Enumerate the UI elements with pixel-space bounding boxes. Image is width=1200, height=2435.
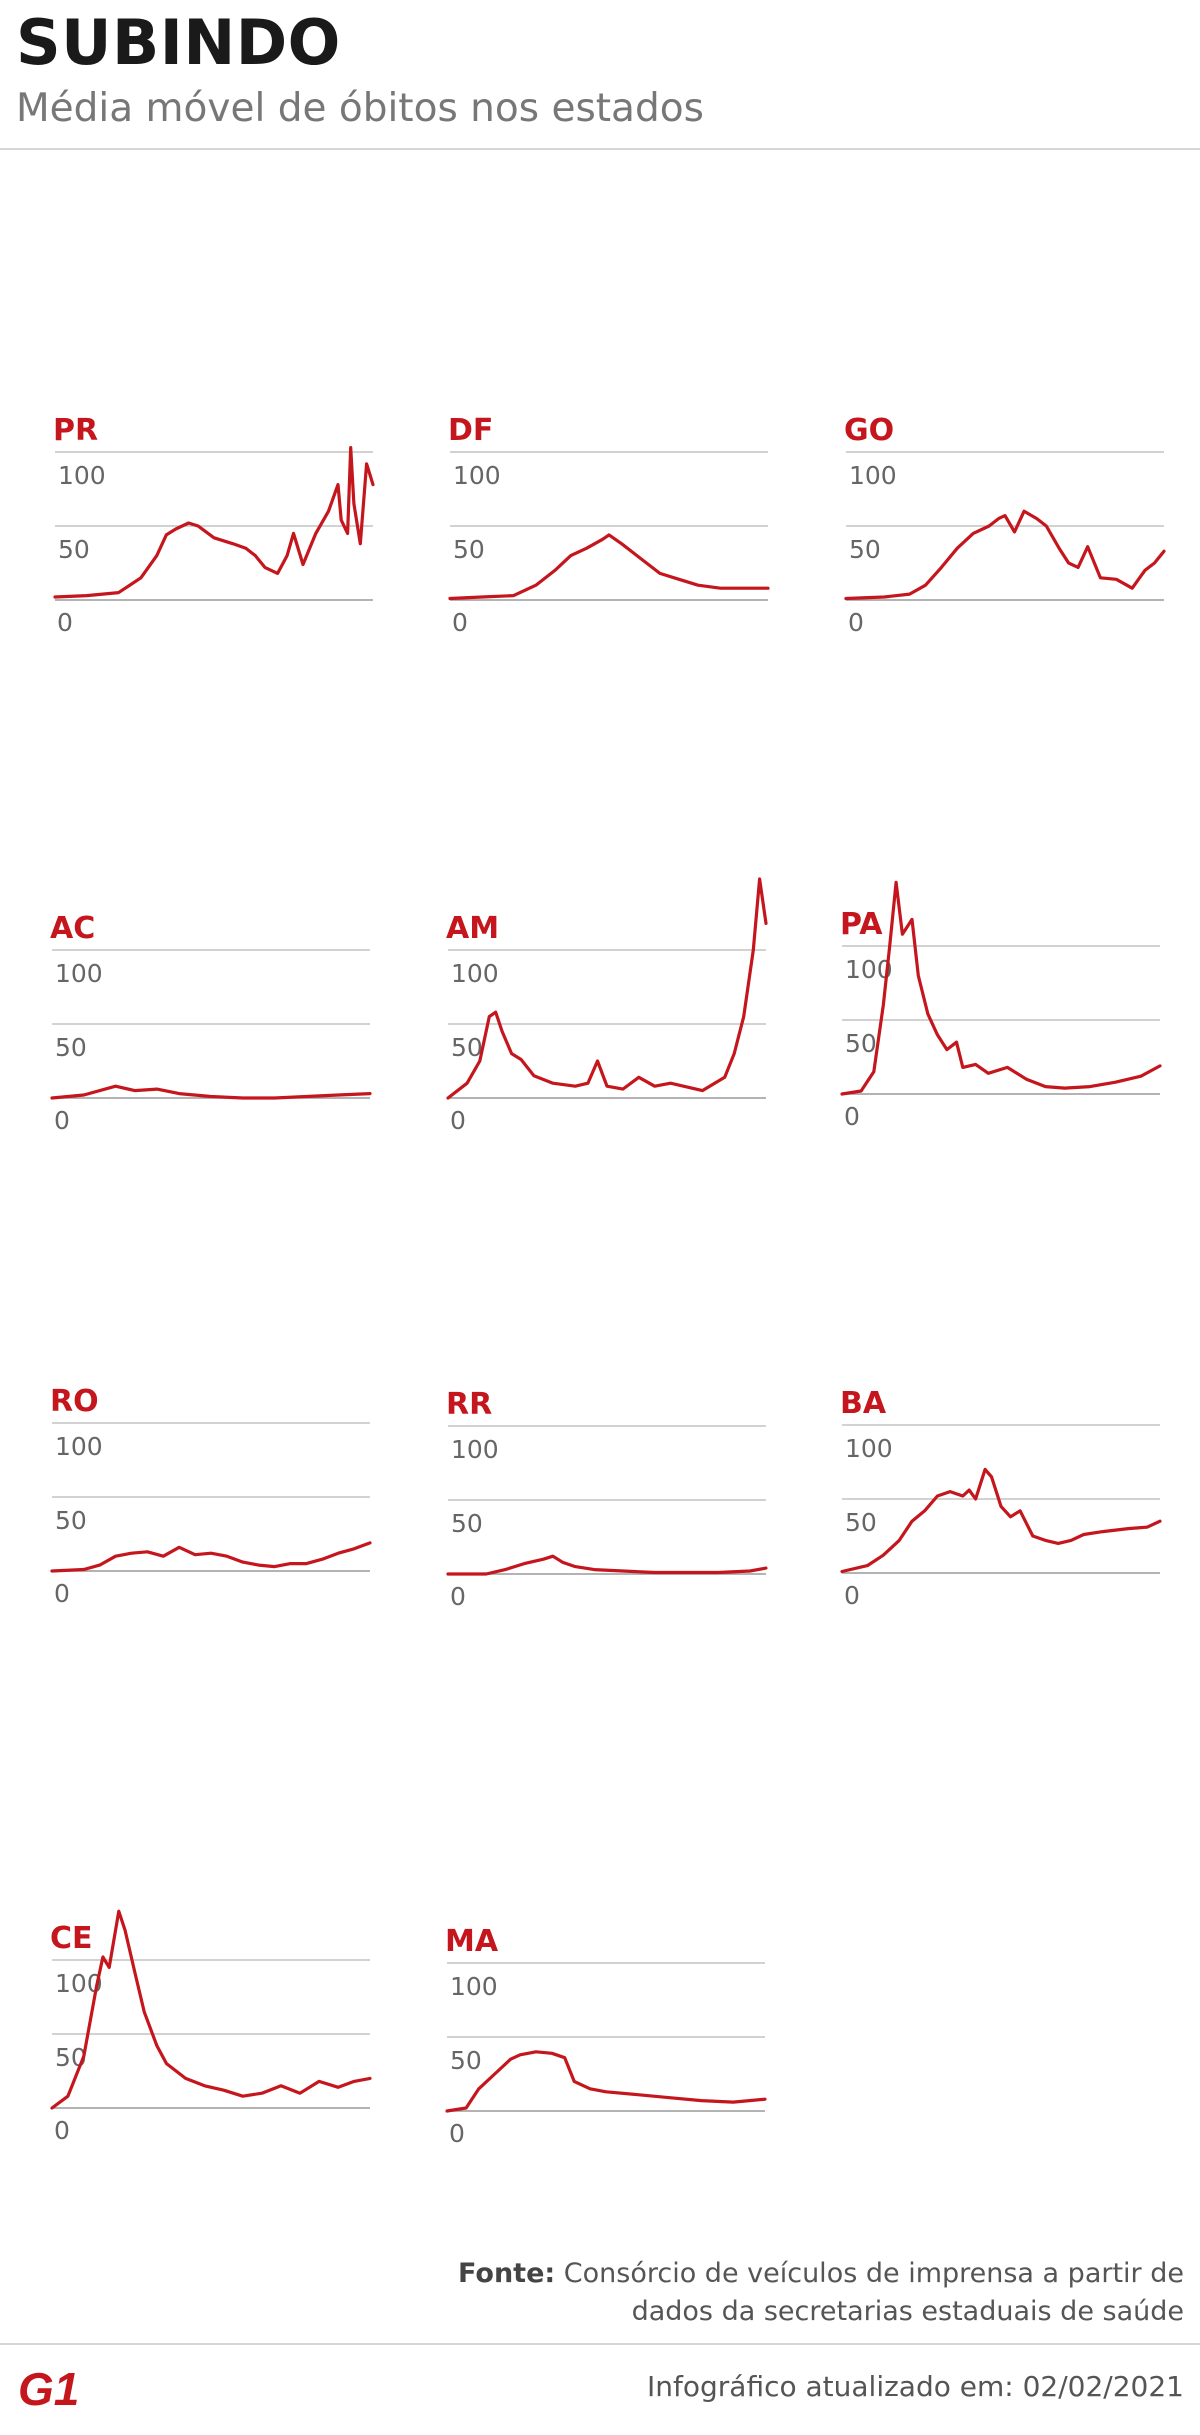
g1-logo: G1 [18,2363,79,2413]
tick-label-df-50: 50 [453,535,485,564]
tick-label-ac-100: 100 [55,959,103,988]
tick-label-go-50: 50 [849,535,881,564]
tick-label-ma-50: 50 [450,2046,482,2075]
tick-label-ro-50: 50 [55,1506,87,1535]
tick-label-ac-0: 0 [54,1106,70,1135]
series-line-go [844,509,1166,601]
tick-label-pa-50: 50 [845,1029,877,1058]
tick-label-df-100: 100 [453,461,501,490]
page-title: SUBINDO [16,6,341,79]
tick-label-ma-100: 100 [450,1972,498,2001]
tick-label-ac-50: 50 [55,1033,87,1062]
chart-label-go: GO [844,413,894,448]
tick-label-ro-100: 100 [55,1432,103,1461]
tick-label-ba-0: 0 [844,1581,860,1610]
svg-text:G1: G1 [18,2363,79,2413]
tick-label-ba-50: 50 [845,1508,877,1537]
source-note: Fonte: Consórcio de veículos de imprensa… [384,2255,1184,2331]
series-line-pr [53,446,375,599]
tick-label-ce-0: 0 [54,2116,70,2145]
tick-label-df-0: 0 [452,608,468,637]
tick-label-am-50: 50 [451,1033,483,1062]
source-label: Fonte: [458,2258,556,2289]
chart-label-df: DF [448,413,493,448]
tick-label-pr-0: 0 [57,608,73,637]
chart-label-rr: RR [446,1387,492,1422]
tick-label-ba-100: 100 [845,1434,893,1463]
series-line-am [446,877,768,1100]
chart-label-ma: MA [445,1924,499,1959]
series-line-ma [445,2050,767,2113]
tick-label-ce-50: 50 [55,2043,87,2072]
chart-label-ba: BA [840,1386,887,1421]
chart-label-ac: AC [50,911,95,946]
tick-label-am-100: 100 [451,959,499,988]
series-line-ce [50,1909,372,2110]
tick-label-am-0: 0 [450,1106,466,1135]
tick-label-pr-50: 50 [58,535,90,564]
chart-label-ro: RO [50,1384,99,1419]
chart-label-pr: PR [53,413,98,448]
chart-label-pa: PA [840,907,883,942]
series-line-rr [446,1554,768,1576]
series-line-ba [840,1467,1162,1574]
source-text: Consórcio de veículos de imprensa a part… [563,2258,1184,2327]
tick-label-pa-0: 0 [844,1102,860,1131]
footer-divider [0,2343,1200,2345]
page-subtitle: Média móvel de óbitos nos estados [16,86,704,131]
tick-label-pr-100: 100 [58,461,106,490]
tick-label-ro-0: 0 [54,1579,70,1608]
tick-label-ma-0: 0 [449,2119,465,2148]
tick-label-go-0: 0 [848,608,864,637]
tick-label-rr-0: 0 [450,1582,466,1611]
chart-label-ce: CE [50,1921,93,1956]
tick-label-rr-100: 100 [451,1435,499,1464]
update-date: Infográfico atualizado em: 02/02/2021 [647,2370,1184,2403]
series-line-ac [50,1084,372,1100]
header-divider [0,148,1200,150]
tick-label-rr-50: 50 [451,1509,483,1538]
series-line-ro [50,1541,372,1573]
series-line-df [448,533,770,601]
tick-label-go-100: 100 [849,461,897,490]
series-line-pa [840,880,1162,1096]
chart-label-am: AM [446,911,499,946]
